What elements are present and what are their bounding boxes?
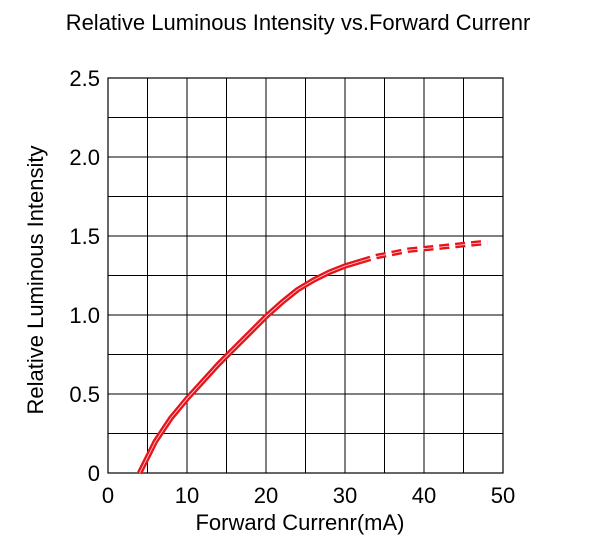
y-tick-label: 0.5 bbox=[69, 382, 100, 407]
series-layer bbox=[137, 239, 488, 475]
x-axis-label: Forward Currenr(mA) bbox=[195, 510, 404, 535]
chart-title: Relative Luminous Intensity vs.Forward C… bbox=[66, 10, 531, 35]
y-axis-label: Relative Luminous Intensity bbox=[23, 145, 48, 414]
x-tick-labels: 0 10 20 30 40 50 bbox=[102, 483, 515, 508]
grid bbox=[108, 78, 503, 473]
plot-frame bbox=[107, 77, 504, 474]
x-tick-label: 20 bbox=[254, 483, 278, 508]
x-tick-label: 30 bbox=[333, 483, 357, 508]
x-tick-label: 40 bbox=[412, 483, 436, 508]
x-tick-label: 0 bbox=[102, 483, 114, 508]
y-tick-label: 1.5 bbox=[69, 224, 100, 249]
y-tick-label: 2.5 bbox=[69, 66, 100, 91]
x-tick-label: 10 bbox=[175, 483, 199, 508]
y-tick-label: 1.0 bbox=[69, 303, 100, 328]
y-tick-labels: 0 0.5 1.0 1.5 2.0 2.5 bbox=[69, 66, 100, 486]
solid-curve bbox=[137, 258, 362, 475]
y-tick-label: 0 bbox=[88, 461, 100, 486]
x-tick-label: 50 bbox=[491, 483, 515, 508]
curve-highlight bbox=[360, 241, 488, 262]
curve-highlight bbox=[139, 260, 361, 474]
y-tick-label: 2.0 bbox=[69, 145, 100, 170]
